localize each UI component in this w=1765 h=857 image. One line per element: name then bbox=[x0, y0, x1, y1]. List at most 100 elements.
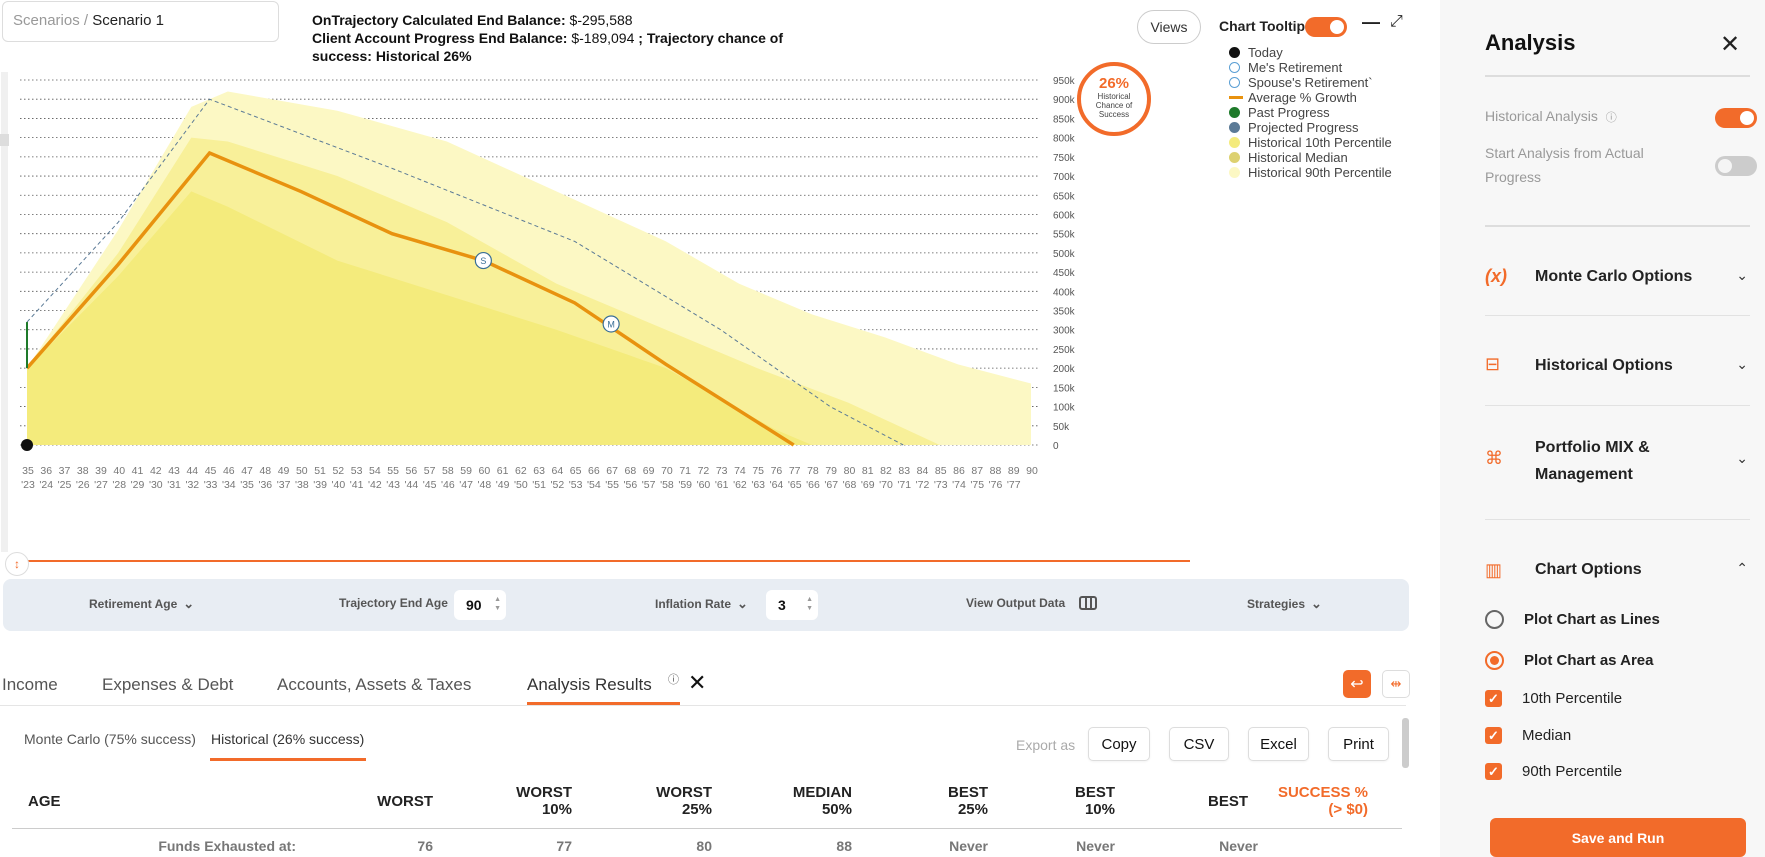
breadcrumb-root[interactable]: Scenarios bbox=[13, 12, 80, 29]
legend-item[interactable]: Historical 90th Percentile bbox=[1229, 165, 1392, 180]
split-view-icon[interactable]: ⇹ bbox=[1382, 670, 1410, 698]
chart-scroll-handle[interactable] bbox=[0, 134, 9, 146]
x-tick-year: '45 bbox=[423, 479, 437, 491]
subtab-historical[interactable]: Historical (26% success) bbox=[211, 731, 365, 747]
checkbox-90th-percentile[interactable]: ✓ 90th Percentile bbox=[1485, 763, 1622, 780]
y-tick-label: 850k bbox=[1053, 114, 1076, 125]
checkbox-checked-icon[interactable]: ✓ bbox=[1485, 690, 1502, 707]
historical-analysis-toggle[interactable] bbox=[1715, 108, 1757, 128]
tab-accounts-assets-taxes[interactable]: Accounts, Assets & Taxes bbox=[277, 675, 472, 694]
y-tick-label: 500k bbox=[1053, 249, 1076, 260]
retirement-age-label: Retirement Age bbox=[89, 597, 178, 611]
number-spinner-icon[interactable]: ▲ ▼ bbox=[494, 596, 501, 612]
x-tick-age: 65 bbox=[570, 465, 582, 477]
progress-end-balance-value: $-189,094 bbox=[571, 30, 635, 46]
legend-swatch bbox=[1229, 122, 1240, 133]
retirement-age-dropdown[interactable]: Retirement Age ⌄ bbox=[89, 596, 194, 612]
legend-item[interactable]: Me's Retirement bbox=[1229, 60, 1392, 75]
x-tick-age: 87 bbox=[971, 465, 983, 477]
view-output-data-button[interactable]: View Output Data bbox=[966, 596, 1098, 610]
x-tick-year: '25 bbox=[58, 479, 72, 491]
expand-icon[interactable]: ⤢ bbox=[1390, 13, 1403, 30]
checkbox-checked-icon[interactable]: ✓ bbox=[1485, 727, 1502, 744]
trajectory-chance-value: success: Historical 26% bbox=[312, 48, 472, 64]
x-tick-year: '41 bbox=[350, 479, 364, 491]
checkbox-median[interactable]: ✓ Median bbox=[1485, 727, 1571, 744]
inflation-rate-input[interactable]: 3 ▲ ▼ bbox=[766, 590, 818, 620]
x-tick-year: '75 bbox=[970, 479, 984, 491]
accordion-portfolio-mix[interactable]: ⌘ Portfolio MIX & Management ⌄ bbox=[1485, 406, 1750, 520]
undo-icon[interactable]: ↩ bbox=[1343, 670, 1371, 698]
table-scrollbar[interactable] bbox=[1402, 718, 1409, 768]
y-tick-label: 700k bbox=[1053, 172, 1076, 183]
tab-analysis-results[interactable]: Analysis Results bbox=[527, 675, 652, 694]
x-tick-age: 50 bbox=[296, 465, 308, 477]
x-tick-year: '34 bbox=[222, 479, 236, 491]
chevron-down-icon: ⌄ bbox=[737, 596, 748, 611]
accordion-historical-options[interactable]: ⊟ Historical Options ⌄ bbox=[1485, 316, 1750, 406]
strategies-dropdown[interactable]: Strategies ⌄ bbox=[1247, 596, 1322, 612]
x-tick-age: 64 bbox=[552, 465, 564, 477]
x-tick-age: 67 bbox=[606, 465, 618, 477]
trajectory-chance-text: ; Trajectory chance of bbox=[638, 30, 783, 46]
sidebar-divider bbox=[1485, 75, 1750, 77]
x-tick-age: 68 bbox=[625, 465, 637, 477]
views-button[interactable]: Views bbox=[1137, 10, 1201, 44]
close-icon[interactable]: ✕ bbox=[1720, 31, 1741, 58]
x-tick-year: '50 bbox=[514, 479, 528, 491]
accordion-monte-carlo-options[interactable]: (x) Monte Carlo Options ⌄ bbox=[1485, 226, 1750, 316]
x-tick-age: 40 bbox=[113, 465, 125, 477]
legend-item[interactable]: Average % Growth bbox=[1229, 90, 1392, 105]
radio-plot-area[interactable]: Plot Chart as Area bbox=[1485, 651, 1654, 670]
number-spinner-icon[interactable]: ▲ ▼ bbox=[806, 596, 813, 612]
minimize-icon[interactable]: — bbox=[1362, 12, 1380, 32]
chance-label-line: Historical bbox=[1097, 92, 1131, 101]
x-tick-year: '53 bbox=[569, 479, 583, 491]
chance-percent: 26% bbox=[1098, 75, 1130, 92]
legend-item[interactable]: Today bbox=[1229, 45, 1392, 60]
y-tick-label: 300k bbox=[1053, 326, 1076, 337]
y-tick-label: 800k bbox=[1053, 134, 1076, 145]
excel-button[interactable]: Excel bbox=[1248, 727, 1309, 761]
x-tick-age: 44 bbox=[186, 465, 198, 477]
resize-handle-icon[interactable]: ↕ bbox=[5, 552, 29, 576]
legend-item[interactable]: Historical Median bbox=[1229, 150, 1392, 165]
legend-item[interactable]: Past Progress bbox=[1229, 105, 1392, 120]
close-tab-icon[interactable]: ✕ bbox=[688, 670, 707, 695]
checkbox-10th-percentile[interactable]: ✓ 10th Percentile bbox=[1485, 690, 1622, 707]
csv-button[interactable]: CSV bbox=[1169, 727, 1229, 761]
chart-tooltip-toggle[interactable] bbox=[1305, 17, 1347, 37]
save-and-run-button[interactable]: Save and Run bbox=[1490, 818, 1746, 857]
legend-item[interactable]: Historical 10th Percentile bbox=[1229, 135, 1392, 150]
copy-button[interactable]: Copy bbox=[1088, 727, 1150, 761]
x-tick-age: 42 bbox=[150, 465, 162, 477]
radio-button[interactable] bbox=[1485, 610, 1504, 629]
checkbox-checked-icon[interactable]: ✓ bbox=[1485, 763, 1502, 780]
y-tick-label: 550k bbox=[1053, 230, 1076, 241]
chart-y-scrollbar[interactable] bbox=[1, 72, 8, 552]
col-best-25: BEST 25% bbox=[882, 784, 988, 818]
info-icon: ⓘ bbox=[1605, 112, 1617, 124]
inflation-rate-dropdown[interactable]: Inflation Rate ⌄ bbox=[655, 596, 748, 612]
col-header-text: 10% bbox=[1084, 801, 1115, 818]
col-worst: WORST bbox=[312, 793, 433, 810]
subtab-monte-carlo[interactable]: Monte Carlo (75% success) bbox=[24, 731, 196, 747]
trajectory-end-age-input[interactable]: 90 ▲ ▼ bbox=[454, 590, 506, 620]
legend-label: Average % Growth bbox=[1248, 90, 1357, 105]
tab-income[interactable]: Income bbox=[2, 675, 58, 694]
accordion-chart-options[interactable]: ▥ Chart Options ⌃ bbox=[1485, 520, 1750, 600]
legend-item[interactable]: Spouse's Retirement` bbox=[1229, 75, 1392, 90]
x-tick-year: '63 bbox=[751, 479, 765, 491]
retirement-marker-label: M bbox=[607, 319, 615, 329]
legend-label: Me's Retirement bbox=[1248, 60, 1343, 75]
radio-button[interactable] bbox=[1485, 651, 1504, 670]
chevron-down-icon: ⌄ bbox=[1736, 267, 1748, 283]
start-from-actual-label-line: Start Analysis from Actual bbox=[1485, 145, 1644, 161]
radio-plot-lines[interactable]: Plot Chart as Lines bbox=[1485, 610, 1660, 629]
retirement-marker-label: S bbox=[480, 256, 486, 266]
start-from-actual-toggle[interactable] bbox=[1715, 156, 1757, 176]
legend-item[interactable]: Projected Progress bbox=[1229, 120, 1392, 135]
tab-expenses-debt[interactable]: Expenses & Debt bbox=[102, 675, 234, 694]
print-button[interactable]: Print bbox=[1328, 727, 1389, 761]
row-label: Funds Exhausted at: bbox=[158, 838, 296, 854]
